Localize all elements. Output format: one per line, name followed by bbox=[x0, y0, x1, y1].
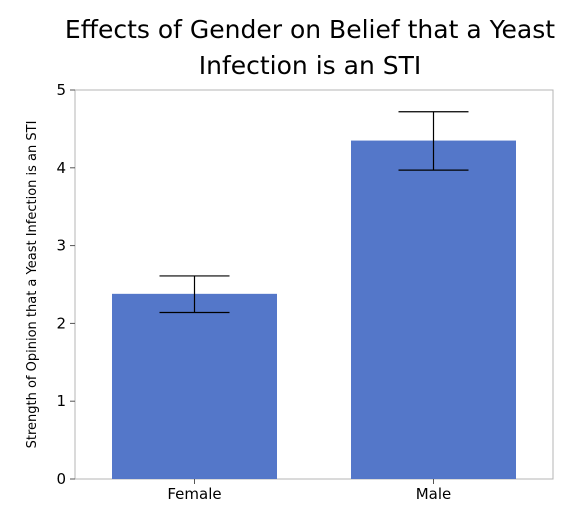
y-tick-label-1: 1 bbox=[56, 392, 66, 410]
y-tick-label-0: 0 bbox=[56, 470, 66, 488]
chart-title-line-2: Infection is an STI bbox=[198, 51, 422, 80]
y-axis-title: Strength of Opinion that a Yeast Infecti… bbox=[25, 121, 40, 449]
x-tick-label-male: Male bbox=[416, 485, 452, 503]
chart-title-line-1: Effects of Gender on Belief that a Yeast bbox=[64, 15, 556, 44]
bar-male bbox=[351, 140, 516, 479]
plot-area bbox=[74, 89, 554, 480]
y-tick-label-3: 3 bbox=[56, 237, 66, 255]
y-tick-label-5: 5 bbox=[56, 81, 66, 99]
chart-title: Effects of Gender on Belief that a Yeast… bbox=[0, 12, 573, 84]
bar-female bbox=[112, 293, 277, 479]
axes: Female Male 0 1 2 3 4 5 Strength of Opinion that… bbox=[25, 81, 451, 503]
x-tick-label-female: Female bbox=[167, 485, 221, 503]
y-tick-label-2: 2 bbox=[56, 314, 66, 332]
plot-frame bbox=[74, 89, 554, 480]
y-tick-label-4: 4 bbox=[56, 159, 66, 177]
chart-marks bbox=[112, 111, 516, 479]
